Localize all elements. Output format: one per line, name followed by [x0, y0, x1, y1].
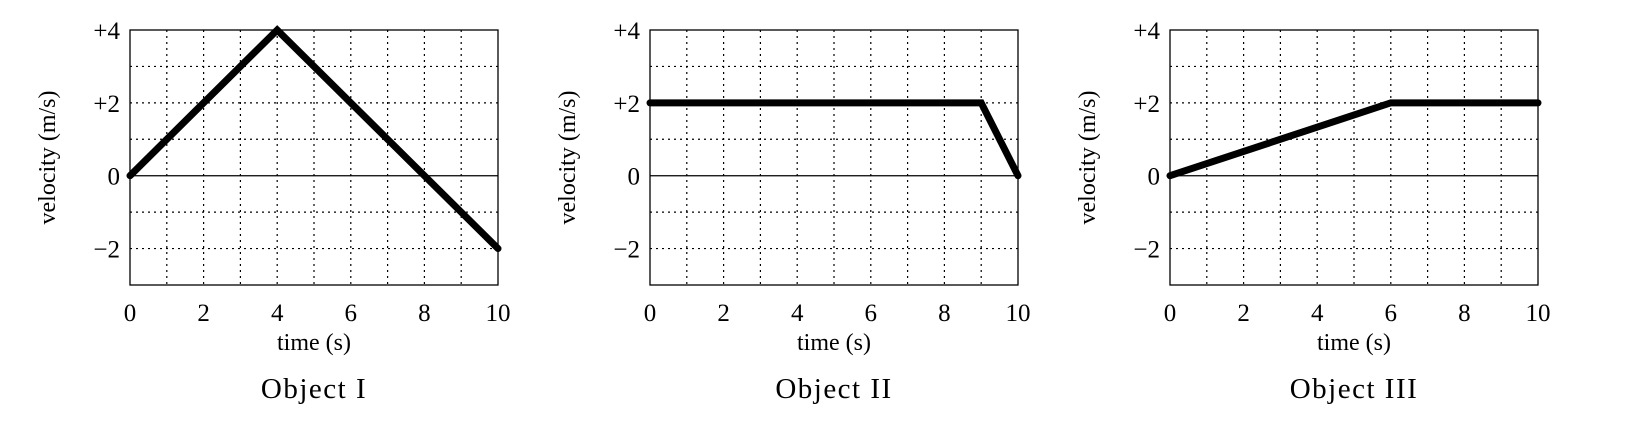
grid: [1170, 30, 1538, 285]
plot-frame: [1169, 29, 1539, 286]
chart-title: Object II: [775, 373, 892, 405]
velocity-series-line: [1166, 99, 1542, 180]
x-axis-label: time (s): [797, 330, 871, 356]
grid: [650, 30, 1018, 285]
x-tick-label: 6: [865, 300, 878, 327]
x-tick-label: 10: [486, 300, 511, 327]
x-tick-label: 2: [1237, 300, 1250, 327]
y-tick-label: +4: [1133, 18, 1160, 45]
x-axis-label: time (s): [1317, 330, 1391, 356]
y-tick-label: +2: [93, 91, 120, 118]
y-tick-label: +2: [1133, 91, 1160, 118]
y-tick-label: 0: [108, 164, 121, 191]
y-axis-label: velocity (m/s): [555, 91, 581, 225]
x-tick-label: 4: [1311, 300, 1324, 327]
y-tick-label: −2: [1133, 237, 1160, 264]
x-tick-label: 8: [418, 300, 431, 327]
x-tick-label: 4: [271, 300, 284, 327]
y-tick-label: +2: [613, 91, 640, 118]
x-tick-label: 2: [717, 300, 730, 327]
x-tick-label: 6: [1385, 300, 1398, 327]
y-tick-label: −2: [93, 237, 120, 264]
x-tick-label: 6: [345, 300, 358, 327]
x-tick-label: 2: [197, 300, 210, 327]
y-tick-label: +4: [613, 18, 640, 45]
x-tick-label: 8: [1458, 300, 1471, 327]
x-tick-label: 0: [1164, 300, 1177, 327]
y-tick-label: 0: [1148, 164, 1161, 191]
x-tick-label: 4: [791, 300, 804, 327]
y-tick-label: −2: [613, 237, 640, 264]
x-tick-label: 0: [644, 300, 657, 327]
y-axis-label: velocity (m/s): [35, 91, 61, 225]
chart-title: Object III: [1290, 373, 1419, 405]
velocity-series-line: [646, 99, 1022, 180]
x-tick-label: 8: [938, 300, 951, 327]
x-axis-label: time (s): [277, 330, 351, 356]
y-tick-label: +4: [93, 18, 120, 45]
y-tick-label: 0: [628, 164, 641, 191]
grid: [130, 30, 498, 285]
chart-panel-3: 0 2 4 6 8 10 +4 +2 0 −2 time (s) velocity (m/s) Obje…: [1075, 18, 1551, 405]
x-tick-label: 0: [124, 300, 137, 327]
velocity-series-line: [126, 25, 502, 253]
chart-panel-2: 0 2 4 6 8 10 +4 +2 0 −2 time (s) velocity (m/s) Obje…: [555, 18, 1031, 405]
plot-frame: [649, 29, 1019, 286]
chart-panel-1: 0 2 4 6 8 10 +4 +2 0 −2 time (s) velocity (m/s) Obje…: [35, 18, 511, 405]
y-axis-label: velocity (m/s): [1075, 91, 1101, 225]
plot-frame: [129, 29, 499, 286]
x-tick-label: 10: [1006, 300, 1031, 327]
chart-title: Object I: [261, 373, 367, 405]
x-tick-label: 10: [1526, 300, 1551, 327]
